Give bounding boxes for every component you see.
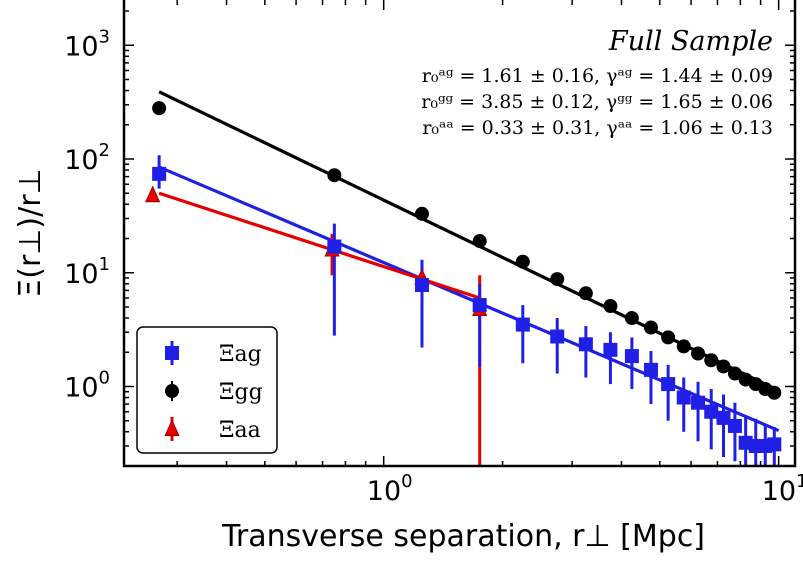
data-point-ag xyxy=(643,362,658,377)
y-tick-label: 102 xyxy=(64,140,110,176)
data-point-gg xyxy=(414,206,429,221)
legend-label-gg: Ξgg xyxy=(219,380,263,405)
data-point-ag xyxy=(691,395,706,410)
x-tick-label: 101 xyxy=(762,471,803,507)
fit-annotation: Full Sample r₀ᵃᵍ = 1.61 ± 0.16, γᵃᵍ = 1.… xyxy=(421,26,773,139)
fit-line-ag xyxy=(158,165,780,433)
tick-labels-group: 100 101 100 101 102 103 xyxy=(64,26,803,507)
data-point-ag xyxy=(578,337,593,352)
data-point-gg xyxy=(716,359,731,374)
data-point-gg xyxy=(704,353,719,368)
y-tick-label: 101 xyxy=(64,254,110,290)
legend-marker-ag xyxy=(165,346,179,360)
plot-frame xyxy=(122,0,797,468)
data-point-gg xyxy=(472,234,487,249)
legend-marker-aa xyxy=(164,419,180,436)
annotation-line-aa: r₀ᵃᵃ = 0.33 ± 0.31, γᵃᵃ = 1.06 ± 0.13 xyxy=(422,117,773,139)
data-point-gg xyxy=(578,286,593,301)
data-point-ag xyxy=(603,342,618,357)
annotation-line-ag: r₀ᵃᵍ = 1.61 ± 0.16, γᵃᵍ = 1.44 ± 0.09 xyxy=(422,65,773,87)
data-point-aa xyxy=(145,185,161,203)
data-point-ag xyxy=(716,410,731,425)
data-point-ag xyxy=(550,329,565,344)
data-point-gg xyxy=(661,330,676,345)
legend-marker-gg xyxy=(165,384,179,398)
data-point-ag xyxy=(727,418,742,433)
data-point-gg xyxy=(676,339,691,354)
fit-line-gg xyxy=(158,90,780,393)
fit-line-aa xyxy=(158,191,481,300)
data-point-gg xyxy=(727,366,742,381)
data-point-ag xyxy=(327,239,342,254)
data-point-gg xyxy=(603,299,618,314)
data-point-gg xyxy=(691,346,706,361)
data-point-gg xyxy=(550,272,565,287)
data-point-ag xyxy=(704,404,719,419)
data-point-ag xyxy=(676,390,691,405)
y-tick-label: 103 xyxy=(64,26,110,62)
annotation-title: Full Sample xyxy=(608,26,773,57)
annotation-line-gg: r₀ᵍᵍ = 3.85 ± 0.12, γᵍᵍ = 1.65 ± 0.06 xyxy=(421,91,773,113)
data-point-ag xyxy=(414,278,429,293)
data-point-ag xyxy=(152,166,167,181)
data-point-ag xyxy=(767,437,782,452)
data-point-ag xyxy=(624,349,639,364)
y-axis-label: Ξ(r⊥)/r⊥ xyxy=(13,168,48,297)
legend-label-aa: Ξaa xyxy=(219,418,261,443)
x-axis-label: Transverse separation, r⊥ [Mpc] xyxy=(221,519,705,554)
data-point-gg xyxy=(767,385,782,400)
data-point-ag xyxy=(515,317,530,332)
data-point-ag xyxy=(472,298,487,313)
y-tick-label: 100 xyxy=(64,367,110,403)
x-tick-label: 100 xyxy=(367,471,413,507)
data-point-gg xyxy=(643,320,658,335)
data-points-group xyxy=(145,101,782,453)
legend-label-ag: Ξag xyxy=(219,342,262,367)
data-point-gg xyxy=(515,254,530,269)
legend: Ξag Ξgg Ξaa xyxy=(136,326,278,454)
data-point-ag xyxy=(661,377,676,392)
data-point-gg xyxy=(327,168,342,183)
data-point-gg xyxy=(152,101,167,116)
data-point-gg xyxy=(624,311,639,326)
